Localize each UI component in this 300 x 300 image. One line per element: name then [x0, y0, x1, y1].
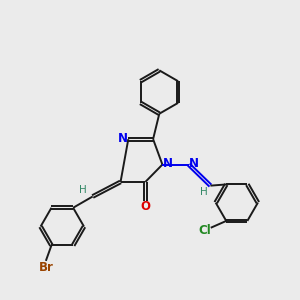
Text: H: H — [80, 185, 87, 195]
Text: N: N — [118, 132, 128, 145]
Text: N: N — [189, 157, 199, 170]
Text: N: N — [163, 157, 173, 170]
Text: Cl: Cl — [199, 224, 211, 237]
Text: Br: Br — [38, 260, 53, 274]
Text: H: H — [200, 188, 208, 197]
Text: O: O — [140, 200, 150, 213]
